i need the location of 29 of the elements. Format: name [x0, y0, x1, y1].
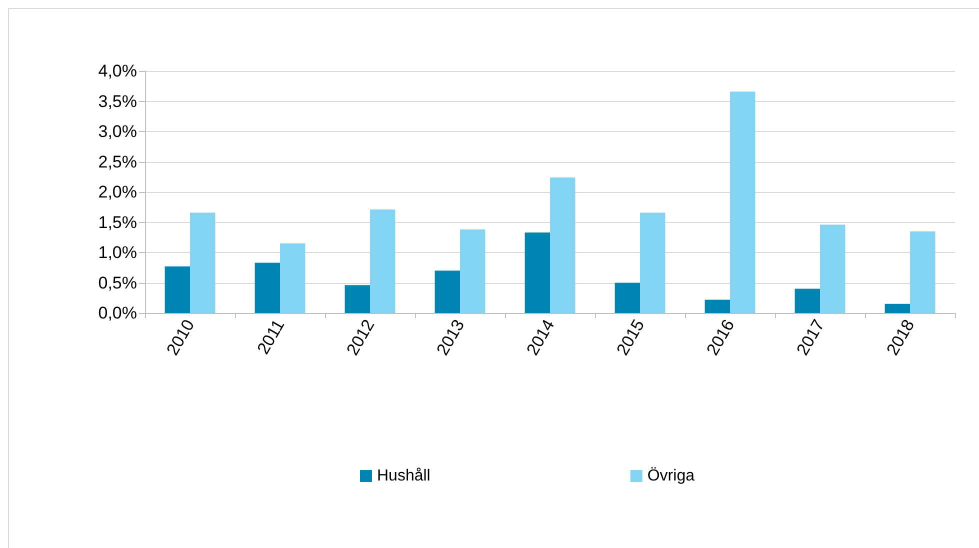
y-tick-label: 2,5% — [98, 152, 137, 172]
y-tick-label: 1,5% — [98, 212, 137, 232]
bar — [164, 266, 190, 313]
bar — [524, 232, 550, 313]
bar — [434, 270, 460, 313]
y-tick-label: 0,0% — [98, 304, 137, 322]
bar — [794, 288, 820, 313]
bar — [884, 304, 910, 313]
bar — [254, 262, 280, 313]
bar — [550, 177, 576, 313]
bar — [370, 210, 396, 313]
bar — [730, 92, 756, 313]
bar — [820, 224, 846, 313]
legend-label: Hushåll — [377, 468, 430, 484]
legend-label: Övriga — [647, 466, 695, 484]
bar — [640, 212, 666, 313]
y-tick-label: 1,0% — [98, 243, 137, 262]
bar — [190, 212, 216, 313]
bar — [344, 285, 370, 313]
bar — [704, 300, 730, 313]
y-tick-label: 3,0% — [98, 122, 137, 141]
bar — [280, 243, 306, 313]
y-tick-label: 2,0% — [98, 182, 137, 202]
y-tick-label: 3,5% — [98, 92, 137, 111]
bar — [614, 282, 640, 313]
bar — [910, 231, 936, 313]
bar — [460, 230, 486, 313]
y-tick-label: 0,5% — [98, 273, 137, 292]
y-tick-label: 4,0% — [98, 62, 137, 80]
